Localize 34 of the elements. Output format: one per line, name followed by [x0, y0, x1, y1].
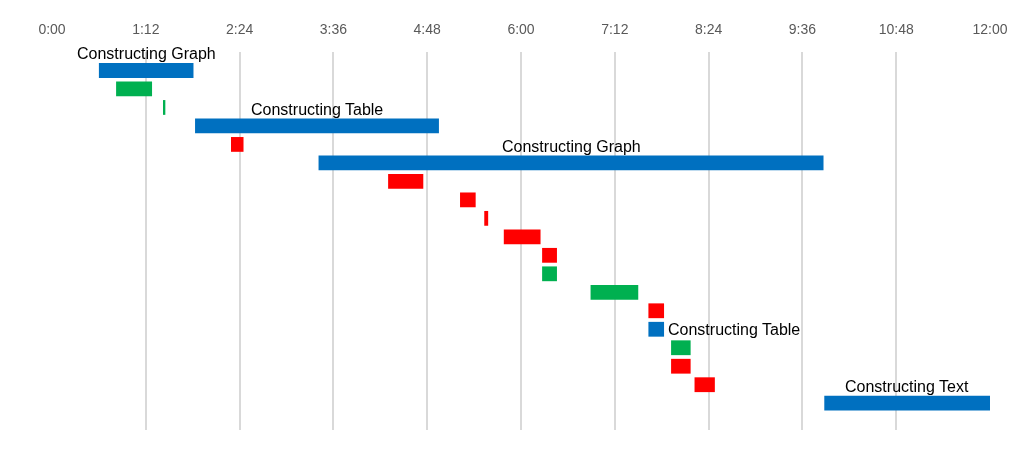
- bar: [590, 284, 639, 300]
- bar: [460, 192, 476, 208]
- bar: [824, 395, 990, 411]
- x-tick-label: 9:36: [788, 21, 817, 38]
- bar: [318, 155, 824, 171]
- data-label: Constructing Table: [251, 101, 384, 118]
- data-label: Constructing Table: [668, 321, 801, 338]
- data-label: Constructing Graph: [502, 138, 641, 155]
- bar: [484, 210, 489, 226]
- bar: [671, 340, 691, 356]
- bar: [98, 63, 194, 78]
- x-tick-label: 8:24: [694, 21, 723, 38]
- bar: [542, 266, 557, 282]
- data-label: Constructing Text: [845, 378, 969, 395]
- bar: [694, 377, 715, 393]
- bar: [231, 137, 244, 152]
- data-label: Constructing Graph: [77, 45, 216, 62]
- bar: [503, 229, 541, 245]
- x-tick-label: 7:12: [601, 21, 629, 38]
- x-tick-label: 10:48: [878, 21, 914, 38]
- x-tick-label: 2:24: [225, 21, 254, 38]
- bar: [388, 174, 424, 189]
- x-tick-label: 6:00: [507, 21, 535, 38]
- x-tick-label: 12:00: [972, 21, 1008, 38]
- bar: [648, 321, 665, 337]
- x-tick-label: 1:12: [132, 21, 160, 38]
- bar: [671, 358, 691, 374]
- x-tick-label: 4:48: [413, 21, 442, 38]
- x-tick-label: 3:36: [319, 21, 348, 38]
- bar: [542, 247, 557, 263]
- bar: [195, 118, 439, 134]
- x-tick-label: 0:00: [38, 21, 66, 38]
- bar: [116, 81, 153, 97]
- bar: [648, 303, 665, 319]
